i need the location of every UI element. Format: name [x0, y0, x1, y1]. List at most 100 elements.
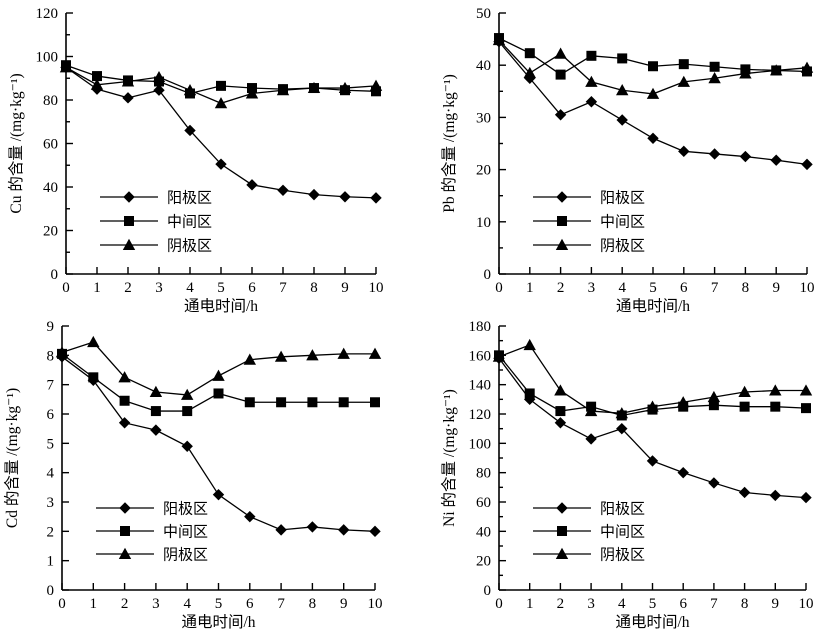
marker-triangle: [523, 338, 536, 351]
svg-text:9: 9: [341, 280, 349, 296]
legend-label: 阳极区: [600, 501, 645, 518]
svg-text:160: 160: [469, 348, 492, 364]
svg-text:180: 180: [469, 319, 492, 335]
svg-text:0: 0: [47, 583, 55, 599]
legend-label: 阳极区: [167, 190, 212, 207]
marker-diamond: [647, 132, 659, 144]
marker-diamond: [308, 188, 320, 201]
marker-square: [216, 80, 226, 91]
marker-triangle: [306, 349, 319, 361]
legend-marker-diamond-icon: [123, 191, 135, 203]
marker-square: [678, 59, 689, 70]
svg-text:1: 1: [93, 280, 101, 296]
legend-marker-square-icon: [120, 526, 130, 536]
legend-marker-square-icon: [557, 216, 567, 226]
series-middle-zone: [494, 33, 812, 80]
marker-square: [555, 406, 566, 417]
marker-diamond: [369, 525, 381, 538]
svg-text:0: 0: [495, 280, 503, 296]
x-axis-label: 通电时间/h: [181, 613, 255, 631]
svg-text:0: 0: [62, 280, 70, 296]
chart-ni: 0 20 40 60 80 100 120 140 160 180 0 1 2 3 4 5 6 7 8 9 10 通电时间…: [419, 318, 838, 636]
marker-diamond: [150, 424, 162, 436]
x-ticks: [498, 583, 807, 590]
x-tick-labels: 0 1 2 3 4 5 6 7 8 9 10: [495, 596, 813, 612]
chart-cu-canvas: 0 20 40 60 80 100 120 0 1 2 3 4 5 6 7 8 9 10 通电时间/h Cu 的含量 …: [7, 6, 384, 315]
svg-text:10: 10: [800, 280, 815, 296]
marker-triangle: [181, 388, 194, 400]
svg-text:9: 9: [47, 319, 55, 335]
marker-square: [182, 406, 193, 417]
marker-triangle: [212, 369, 225, 381]
legend-marker-triangle-icon: [555, 238, 569, 250]
marker-triangle: [615, 407, 628, 419]
y-ticks: [62, 325, 69, 591]
svg-text:3: 3: [47, 495, 55, 511]
marker-triangle: [492, 350, 506, 362]
legend-marker-diamond-icon: [119, 502, 131, 514]
marker-triangle: [274, 350, 288, 362]
marker-triangle: [368, 347, 382, 359]
x-axis-label: 通电时间/h: [616, 297, 690, 315]
marker-triangle: [585, 75, 598, 87]
marker-diamond: [370, 192, 382, 204]
legend-item-cathode-zone: 阴极区: [96, 547, 208, 564]
svg-text:4: 4: [618, 280, 626, 296]
marker-triangle: [149, 385, 163, 397]
svg-text:2: 2: [121, 596, 129, 612]
marker-square: [617, 53, 628, 64]
x-ticks: [65, 267, 377, 274]
y-tick-labels: 0 1 2 3 4 5 6 7 8 9: [47, 319, 55, 599]
marker-triangle: [214, 97, 228, 109]
marker-square: [370, 397, 380, 408]
x-ticks: [498, 267, 808, 274]
chart-pb-canvas: 0 10 20 30 40 50 0 1 2 3 4 5 6 7 8 9 10 通电时间/h Pb 的含量 /(mg…: [440, 6, 815, 315]
svg-text:5: 5: [649, 280, 657, 296]
marker-triangle: [584, 404, 598, 417]
svg-text:0: 0: [484, 267, 492, 283]
series-cathode-zone: [492, 33, 814, 99]
marker-triangle: [59, 61, 73, 73]
legend-marker-triangle-icon: [555, 547, 569, 559]
marker-diamond: [708, 477, 720, 489]
marker-diamond: [554, 417, 567, 429]
marker-diamond: [215, 158, 227, 170]
marker-diamond: [338, 524, 350, 536]
legend-item-middle-zone: 中间区: [533, 524, 645, 541]
marker-diamond: [275, 524, 287, 536]
legend-item-anode-zone: 阳极区: [96, 501, 208, 518]
svg-text:2: 2: [124, 280, 132, 296]
x-axis-label: 通电时间/h: [615, 613, 689, 631]
svg-text:50: 50: [476, 6, 491, 22]
axes: [61, 326, 375, 591]
legend-marker-diamond-icon: [556, 502, 568, 514]
chart-cd-canvas: 0 1 2 3 4 5 6 7 8 9 0 1 2 3 4 5 6 7 8 9 10 通电时间/h Cd 的含量 /(mg·…: [3, 319, 383, 631]
svg-text:5: 5: [649, 596, 657, 612]
series-anode-zone: [493, 36, 813, 171]
svg-text:1: 1: [526, 280, 534, 296]
marker-triangle: [769, 384, 782, 396]
legend-label: 阳极区: [163, 501, 208, 518]
svg-text:100: 100: [469, 436, 492, 452]
marker-diamond: [181, 440, 193, 452]
svg-text:1: 1: [526, 596, 534, 612]
svg-text:8: 8: [309, 596, 317, 612]
svg-text:2: 2: [47, 524, 55, 540]
marker-square: [586, 50, 597, 61]
marker-square: [555, 69, 566, 80]
svg-text:1: 1: [47, 554, 55, 570]
series-anode-zone: [493, 352, 812, 504]
svg-text:8: 8: [47, 348, 55, 364]
svg-text:3: 3: [152, 596, 160, 612]
marker-triangle: [338, 81, 352, 94]
marker-triangle: [243, 353, 256, 365]
svg-text:8: 8: [310, 280, 318, 296]
svg-text:10: 10: [368, 596, 383, 612]
y-tick-labels: 0 10 20 30 40 50: [476, 6, 491, 283]
legend-label: 阴极区: [167, 238, 212, 255]
x-tick-labels: 0 1 2 3 4 5 6 7 8 9 10: [62, 280, 383, 296]
svg-text:100: 100: [36, 50, 59, 66]
marker-diamond: [708, 148, 721, 160]
